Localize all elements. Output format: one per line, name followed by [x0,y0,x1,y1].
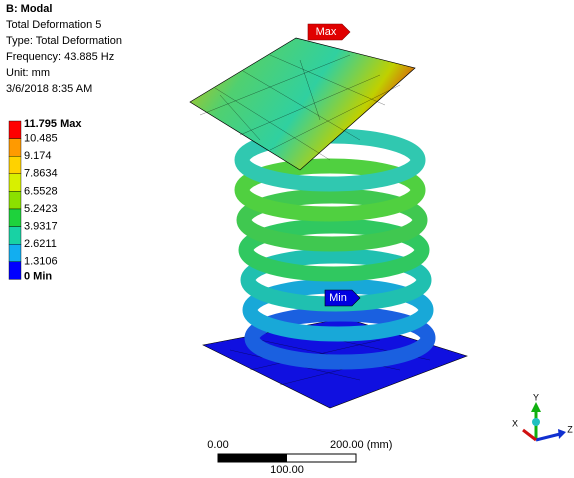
legend-label: 0 Min [24,270,52,282]
header-lines: Total Deformation 5 Type: Total Deformati… [6,19,122,95]
legend-label: 3.9317 [24,221,58,233]
legend-label: 10.485 [24,133,58,145]
legend-label: 6.5528 [24,185,58,197]
legend-swatch [9,156,21,174]
legend-label: 2.6211 [24,238,57,250]
axis-y: Y [533,392,539,402]
scale-bar: 0.00 200.00 (mm) 100.00 [207,439,392,476]
header-line: 3/6/2018 8:35 AM [6,83,92,95]
header-line: Unit: mm [6,67,50,79]
scale-end: 200.00 (mm) [330,439,392,451]
legend-swatch [9,227,21,245]
model: Max Min [190,24,467,408]
header-line: Total Deformation 5 [6,19,101,31]
scale-start: 0.00 [207,439,228,451]
min-probe: Min [325,290,360,306]
axis-triad: Y Z X [512,392,573,440]
min-label: Min [329,292,347,304]
header-line: Type: Total Deformation [6,35,122,47]
legend-swatch [9,174,21,192]
title: B: Modal [6,3,52,15]
legend-swatch [9,209,21,227]
axis-x: X [512,418,518,428]
axis-z: Z [567,424,573,434]
top-plate [190,38,415,170]
legend-label: 5.2423 [24,203,58,215]
legend-swatch [9,121,21,139]
header-line: Frequency: 43.885 Hz [6,51,114,63]
max-probe: Max [308,24,350,40]
legend-swatch [9,244,21,262]
legend-label: 11.795 Max [24,118,82,130]
legend-label: 1.3106 [24,256,58,268]
legend-swatch [9,191,21,209]
legend: 11.795 Max 10.485 9.174 7.8634 6.5528 5.2423 3… [9,118,82,282]
legend-swatch [9,139,21,157]
legend-label: 9.174 [24,150,52,162]
max-label: Max [316,26,337,38]
legend-label: 7.8634 [24,168,58,180]
scale-middle: 100.00 [270,464,304,476]
legend-swatch [9,262,21,280]
viewport: B: Modal Total Deformation 5 Type: Total … [0,0,574,478]
